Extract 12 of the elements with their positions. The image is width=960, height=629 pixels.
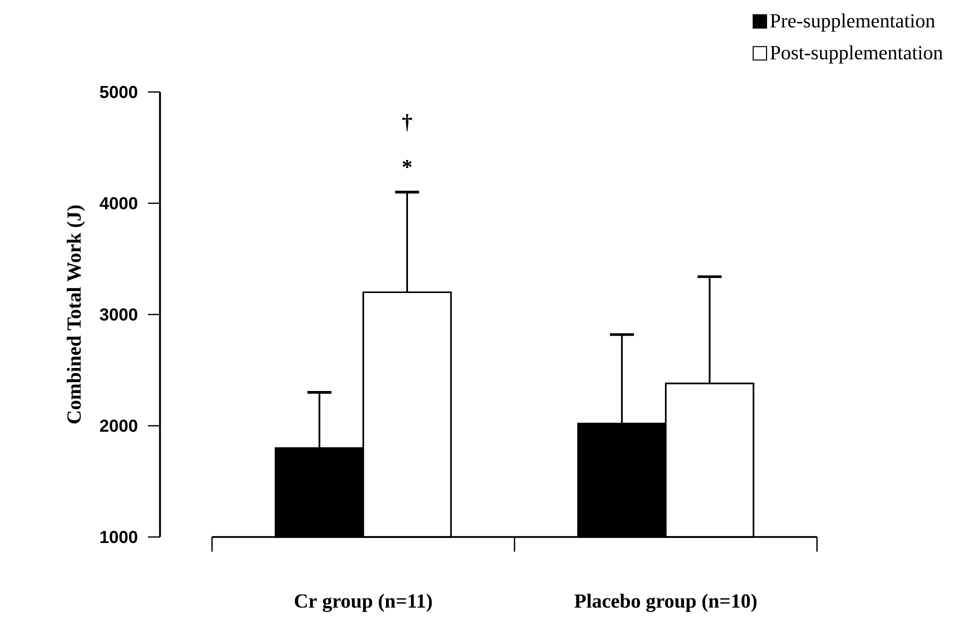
y-axis-title: Combined Total Work (J) bbox=[66, 205, 85, 424]
annotation: * bbox=[402, 160, 412, 168]
y-tick-label: 2000 bbox=[100, 420, 138, 432]
legend-label: Pre-supplementation bbox=[770, 14, 935, 32]
x-tick-label: Cr group (n=11) bbox=[294, 594, 432, 612]
y-tick-label: 1000 bbox=[100, 530, 138, 544]
y-tick-label: 5000 bbox=[100, 86, 138, 98]
x-tick-label: Placebo group (n=10) bbox=[574, 594, 756, 612]
annotation: † bbox=[402, 114, 412, 132]
y-tick-label: 3000 bbox=[100, 308, 138, 321]
y-tick-label: 4000 bbox=[100, 197, 138, 210]
legend-label: Post-supplementation bbox=[770, 45, 943, 64]
